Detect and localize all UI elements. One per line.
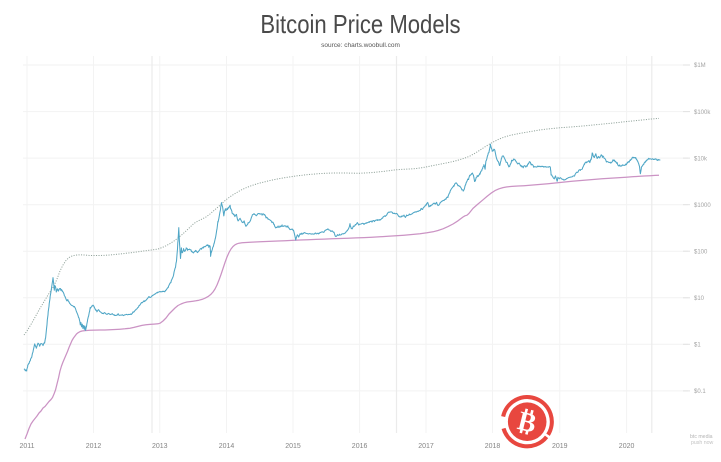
svg-text:2014: 2014 <box>219 443 235 450</box>
svg-text:2019: 2019 <box>552 443 568 450</box>
svg-text:2020: 2020 <box>619 443 635 450</box>
svg-text:2017: 2017 <box>418 443 434 450</box>
svg-text:2013: 2013 <box>152 443 168 450</box>
svg-text:2018: 2018 <box>485 443 501 450</box>
svg-text:$1M: $1M <box>694 63 706 69</box>
svg-text:btc media: btc media <box>690 434 713 440</box>
svg-text:2012: 2012 <box>86 443 102 450</box>
svg-text:2015: 2015 <box>285 443 301 450</box>
svg-text:$1: $1 <box>694 343 701 349</box>
svg-text:2011: 2011 <box>19 443 34 450</box>
svg-text:$10k: $10k <box>694 156 708 162</box>
svg-text:push now: push now <box>691 440 713 446</box>
svg-text:$100: $100 <box>694 249 708 255</box>
svg-text:$0.1: $0.1 <box>694 389 706 395</box>
svg-text:$1000: $1000 <box>694 203 711 209</box>
svg-text:$100k: $100k <box>694 110 711 116</box>
svg-text:2016: 2016 <box>352 443 368 450</box>
svg-text:$10: $10 <box>694 296 705 302</box>
